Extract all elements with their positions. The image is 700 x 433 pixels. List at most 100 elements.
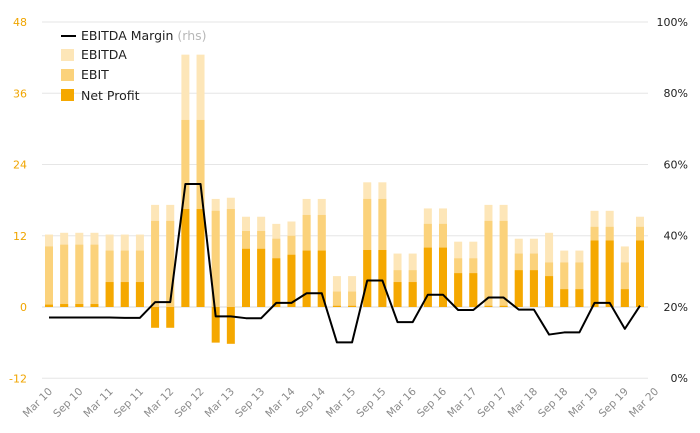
x-tick-label: Mar 20: [627, 386, 661, 420]
right-tick-label: 80%: [664, 87, 688, 100]
bar-net-profit: [348, 305, 357, 307]
bar-ebit: [560, 262, 569, 307]
x-tick-label: Sep 18: [536, 386, 570, 420]
bar-ebit: [75, 244, 84, 307]
gridlines: [42, 21, 648, 379]
bar-ebit: [166, 220, 175, 307]
right-tick-label: 60%: [664, 158, 688, 171]
bar-net-profit: [60, 304, 69, 307]
bar-net-profit: [196, 209, 205, 307]
left-tick-label: 0: [20, 301, 27, 314]
bar-ebit: [135, 250, 144, 307]
bar-net-profit: [257, 248, 266, 307]
x-tick-label: Sep 17: [475, 386, 509, 420]
legend-ebit-label: EBIT: [81, 67, 109, 82]
x-tick-label: Sep 14: [294, 385, 329, 420]
bar-net-profit: [181, 209, 190, 307]
legend-ebit-swatch: [61, 69, 74, 81]
x-tick-label: Sep 11: [112, 386, 146, 420]
legend-ebitda-swatch: [61, 49, 74, 61]
left-tick-label: 12: [13, 230, 27, 243]
bar-net-profit: [242, 248, 250, 307]
bar-net-profit: [378, 250, 387, 307]
bar-net-profit: [317, 250, 326, 307]
right-axis: 100% 80% 60% 40% 20% 0%: [657, 16, 688, 385]
bar-net-profit: [545, 276, 554, 307]
bar-ebit: [575, 262, 584, 307]
x-tick-label: Mar 12: [142, 386, 176, 420]
bar-net-profit: [514, 270, 523, 307]
bar-net-profit: [287, 254, 296, 307]
margin-line: [49, 182, 641, 344]
x-tick-label: Sep 19: [597, 386, 631, 420]
bar-net-profit: [135, 282, 144, 307]
legend-margin-text: EBITDA Margin (rhs): [81, 28, 207, 43]
left-tick-label: 48: [13, 16, 27, 29]
bar-net-profit: [636, 240, 644, 307]
legend-margin-label: EBITDA Margin: [81, 28, 173, 43]
bar-ebit: [151, 220, 160, 307]
bar-ebit: [45, 246, 53, 307]
x-tick-label: Sep 13: [233, 386, 267, 420]
bar-ebit: [332, 291, 341, 307]
x-tick-label: Mar 16: [385, 385, 420, 420]
bar-ebit: [60, 244, 69, 307]
bar-net-profit: [393, 282, 402, 307]
x-tick-label: Sep 15: [354, 386, 388, 420]
bar-ebit: [620, 262, 629, 307]
bar-net-profit: [120, 282, 129, 307]
bars-group: [45, 54, 644, 344]
bar-net-profit: [363, 250, 372, 307]
bar-ebit: [90, 244, 99, 307]
x-tick-label: Mar 11: [81, 386, 115, 420]
bar-net-profit: [302, 250, 311, 307]
bar-net-profit: [105, 282, 114, 307]
margin-line-group: [49, 182, 641, 344]
bar-net-profit: [454, 273, 463, 307]
bar-net-profit: [166, 307, 175, 328]
x-tick-label: Mar 10: [21, 386, 55, 420]
bar-net-profit: [560, 289, 569, 307]
bar-net-profit: [151, 307, 160, 328]
bar-ebit: [484, 220, 493, 307]
bar-net-profit: [469, 273, 478, 307]
bar-net-profit: [75, 304, 84, 307]
left-tick-label: 36: [13, 87, 27, 100]
bar-ebit: [499, 220, 508, 307]
bar-ebit: [105, 250, 114, 307]
bar-net-profit: [226, 307, 235, 344]
bar-ebit: [348, 291, 357, 307]
bar-net-profit: [590, 240, 599, 307]
right-tick-label: 0%: [671, 372, 688, 385]
bar-ebit: [120, 250, 129, 307]
bar-net-profit: [529, 270, 538, 307]
x-tick-label: Sep 12: [172, 386, 206, 420]
bar-net-profit: [45, 304, 53, 307]
bar-net-profit: [332, 305, 341, 307]
legend-net-profit-label: Net Profit: [81, 88, 140, 103]
bar-net-profit: [499, 305, 508, 307]
bar-net-profit: [575, 289, 584, 307]
legend-margin-sub: (rhs): [177, 28, 206, 43]
x-tick-label: Sep 16: [415, 385, 450, 420]
right-tick-label: 100%: [657, 16, 688, 29]
right-tick-label: 40%: [664, 230, 688, 243]
x-tick-label: Mar 15: [324, 386, 358, 420]
legend: EBITDA Margin (rhs) EBITDA EBIT Net Profi…: [61, 28, 207, 103]
bar-net-profit: [605, 240, 614, 307]
left-tick-label: -12: [9, 372, 27, 385]
bar-net-profit: [90, 304, 99, 307]
bar-net-profit: [439, 247, 447, 307]
x-tick-label: Mar 19: [566, 386, 600, 420]
bar-net-profit: [484, 305, 493, 307]
bar-net-profit: [408, 282, 417, 307]
legend-net-profit-swatch: [61, 89, 74, 101]
x-tick-label: Mar 17: [445, 386, 479, 420]
bar-net-profit: [272, 258, 281, 307]
x-tick-label: Sep 10: [51, 386, 85, 420]
right-tick-label: 20%: [664, 301, 688, 314]
x-tick-label: Mar 14: [263, 385, 298, 420]
bar-net-profit: [423, 247, 432, 307]
